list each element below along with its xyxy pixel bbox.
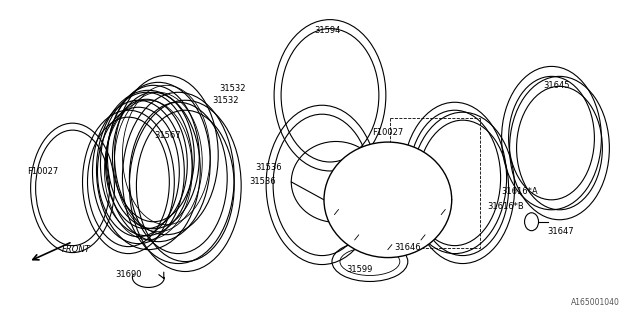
- Text: 31599: 31599: [347, 265, 373, 274]
- Text: 31536: 31536: [255, 164, 282, 172]
- Ellipse shape: [324, 142, 452, 258]
- Text: FRONT: FRONT: [62, 245, 91, 254]
- Text: 31645: 31645: [543, 81, 570, 90]
- Text: 31594: 31594: [315, 26, 341, 35]
- Text: 31532: 31532: [219, 84, 246, 93]
- Text: 31647: 31647: [547, 227, 574, 236]
- Text: 31536: 31536: [249, 177, 275, 187]
- Text: 31616*B: 31616*B: [488, 202, 524, 211]
- Text: 31567: 31567: [154, 131, 180, 140]
- Text: 31532: 31532: [212, 96, 239, 105]
- Text: F10027: F10027: [27, 167, 58, 176]
- Text: F10027: F10027: [372, 128, 403, 137]
- Text: 31646: 31646: [394, 243, 421, 252]
- Text: 31616*A: 31616*A: [502, 188, 538, 196]
- Text: 31690: 31690: [115, 270, 141, 279]
- Text: A165001040: A165001040: [570, 298, 620, 307]
